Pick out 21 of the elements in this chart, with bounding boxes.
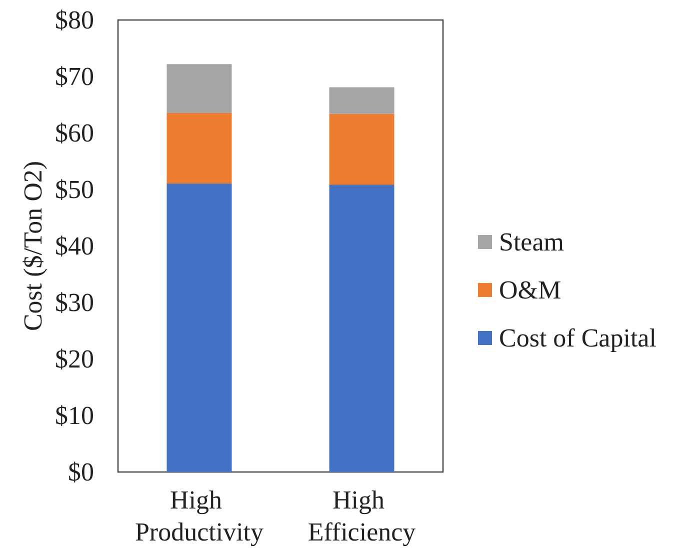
y-axis-title: Cost ($/Ton O2) [18,160,48,332]
legend-label: Cost of Capital [499,324,656,352]
y-tick-label: $70 [55,62,94,91]
legend-label: Steam [499,228,564,256]
y-tick-label: $10 [55,401,94,430]
y-tick-label: $80 [55,6,94,34]
bar [329,184,394,472]
bar [166,183,232,472]
y-tick-label: $40 [55,232,94,260]
y-tick-label: $30 [55,288,94,317]
y-tick-label: $0 [68,458,94,486]
bar [329,114,394,184]
y-tick-label: $20 [55,344,94,374]
bar [166,112,232,184]
x-tick-label: High Efficiency [308,486,416,546]
x-tick-label: High Productivity [134,486,264,546]
y-tick-label: $50 [55,175,94,204]
y-tick-label: $60 [55,118,94,148]
legend-label: O&M [499,276,562,304]
bar [166,64,232,113]
bar [329,87,394,114]
